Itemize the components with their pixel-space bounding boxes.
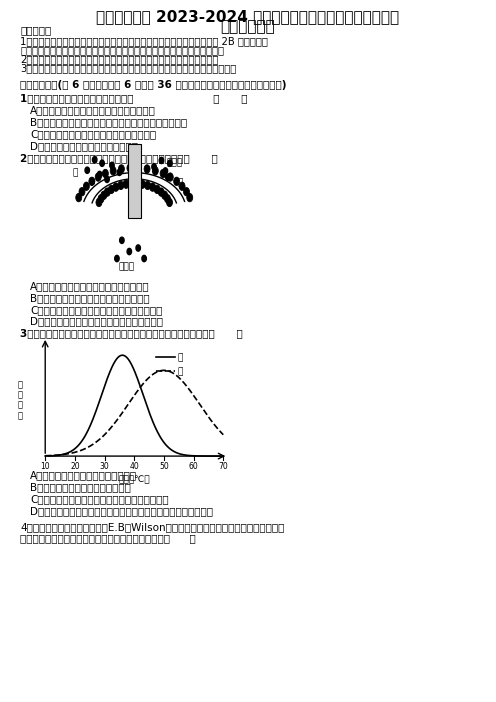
Circle shape bbox=[101, 191, 107, 199]
Circle shape bbox=[120, 237, 124, 244]
Text: 30: 30 bbox=[100, 462, 110, 471]
Circle shape bbox=[160, 169, 166, 178]
Circle shape bbox=[115, 256, 119, 262]
Text: C．细胞分化是一种持久性的、稳定性的变化: C．细胞分化是一种持久性的、稳定性的变化 bbox=[30, 129, 157, 139]
Circle shape bbox=[123, 180, 129, 188]
Circle shape bbox=[105, 176, 109, 183]
Text: 细胞内: 细胞内 bbox=[119, 263, 135, 272]
Circle shape bbox=[167, 198, 173, 206]
Text: B．细胞对甲、乙两种物质都能够主动吸收: B．细胞对甲、乙两种物质都能够主动吸收 bbox=[30, 293, 150, 303]
Text: 乙: 乙 bbox=[178, 178, 183, 187]
Text: A．甲酶保持活性的温度范围小于乙酶: A．甲酶保持活性的温度范围小于乙酶 bbox=[30, 470, 137, 480]
Circle shape bbox=[118, 181, 124, 190]
Text: D．甲、乙两种物质都是细胞代谢所必需的物质: D．甲、乙两种物质都是细胞代谢所必需的物质 bbox=[30, 317, 163, 326]
Text: 40: 40 bbox=[129, 462, 139, 471]
Text: 1．全卷分选择题和非选择题两部分，全都在答题纸上作答，选择题必须用 2B 铅笔填涂；: 1．全卷分选择题和非选择题两部分，全都在答题纸上作答，选择题必须用 2B 铅笔填… bbox=[20, 36, 268, 46]
Circle shape bbox=[152, 164, 156, 170]
Circle shape bbox=[89, 177, 95, 185]
Circle shape bbox=[117, 169, 122, 176]
Circle shape bbox=[144, 165, 150, 173]
Circle shape bbox=[92, 157, 97, 163]
Text: D．细胞分化过程中遗传物质发生改变: D．细胞分化过程中遗传物质发生改变 bbox=[30, 141, 138, 151]
Circle shape bbox=[127, 164, 133, 172]
Circle shape bbox=[83, 182, 89, 190]
Text: 3．温度对甲、乙两种酶活性的影响如图所示，下列叙述不正确的是（      ）: 3．温度对甲、乙两种酶活性的影响如图所示，下列叙述不正确的是（ ） bbox=[20, 329, 243, 338]
Text: 酶
的
活
性: 酶 的 活 性 bbox=[18, 380, 23, 420]
Bar bbox=[128, 145, 141, 218]
Text: 20: 20 bbox=[70, 462, 80, 471]
Circle shape bbox=[85, 167, 89, 173]
Circle shape bbox=[128, 180, 134, 188]
Circle shape bbox=[174, 177, 180, 185]
Circle shape bbox=[163, 168, 168, 174]
Circle shape bbox=[165, 194, 171, 203]
Text: C．甲、乙两种物质都能从高浓度向低浓度运输: C．甲、乙两种物质都能从高浓度向低浓度运输 bbox=[30, 305, 163, 314]
Circle shape bbox=[154, 185, 160, 194]
Circle shape bbox=[168, 160, 172, 166]
Text: 4．美国细胞生物学家威尔逊（E.B．Wilson）曾经说过：每一个生物科学问题的答案都: 4．美国细胞生物学家威尔逊（E.B．Wilson）曾经说过：每一个生物科学问题的… bbox=[20, 523, 285, 533]
Circle shape bbox=[136, 245, 140, 251]
Circle shape bbox=[104, 188, 110, 197]
Circle shape bbox=[142, 256, 146, 262]
Circle shape bbox=[110, 162, 114, 168]
Circle shape bbox=[90, 178, 94, 185]
Text: C．如果甲是蛋白酶，那么乙酶可能是甲它的底物: C．如果甲是蛋白酶，那么乙酶可能是甲它的底物 bbox=[30, 494, 169, 504]
Circle shape bbox=[110, 166, 116, 175]
Text: B．在乙酶最适温度时，甲酶已失活: B．在乙酶最适温度时，甲酶已失活 bbox=[30, 482, 131, 492]
Text: 甲: 甲 bbox=[72, 168, 78, 177]
Circle shape bbox=[100, 160, 104, 166]
Text: 2．如图表示物质出入细胞膜的两种方式，从图解可以看出（      ）: 2．如图表示物质出入细胞膜的两种方式，从图解可以看出（ ） bbox=[20, 153, 218, 163]
Text: 细胞外: 细胞外 bbox=[166, 159, 183, 168]
Circle shape bbox=[139, 180, 145, 188]
Text: 50: 50 bbox=[159, 462, 169, 471]
Circle shape bbox=[187, 193, 193, 201]
Circle shape bbox=[150, 183, 156, 192]
Text: 必须在细胞中寻找。他得出这一结论的理由最可能是（      ）: 必须在细胞中寻找。他得出这一结论的理由最可能是（ ） bbox=[20, 533, 196, 543]
Circle shape bbox=[97, 171, 102, 178]
Text: 70: 70 bbox=[218, 462, 228, 471]
Circle shape bbox=[108, 185, 114, 194]
Text: 甲: 甲 bbox=[178, 353, 183, 362]
Circle shape bbox=[119, 165, 124, 173]
Circle shape bbox=[127, 249, 131, 255]
Circle shape bbox=[166, 174, 170, 180]
Circle shape bbox=[179, 182, 185, 190]
Circle shape bbox=[102, 169, 108, 178]
Circle shape bbox=[135, 164, 141, 172]
Circle shape bbox=[113, 183, 119, 192]
Circle shape bbox=[184, 187, 189, 196]
Circle shape bbox=[134, 180, 140, 188]
Circle shape bbox=[76, 193, 82, 201]
Text: 10: 10 bbox=[40, 462, 50, 471]
Circle shape bbox=[158, 188, 164, 197]
Text: 一、选择题：(共 6 小题，每小题 6 分，共 36 分，每小题只有一个选项符合题目要求): 一、选择题：(共 6 小题，每小题 6 分，共 36 分，每小题只有一个选项符合… bbox=[20, 80, 287, 90]
Text: 河北省沧州市 2023-2024 学年生物高一第一学期期末学业质量: 河北省沧州市 2023-2024 学年生物高一第一学期期末学业质量 bbox=[96, 9, 400, 24]
Circle shape bbox=[95, 173, 101, 181]
Circle shape bbox=[162, 191, 168, 199]
Text: 1．下列关于细胞分化的叙述不正确的是                      （      ）: 1．下列关于细胞分化的叙述不正确的是 （ ） bbox=[20, 93, 248, 103]
Circle shape bbox=[96, 198, 102, 206]
Text: 温度（℃）: 温度（℃） bbox=[119, 476, 150, 484]
Circle shape bbox=[159, 157, 164, 164]
Text: A．细胞分化发生在生物体的整个生命过程中: A．细胞分化发生在生物体的整个生命过程中 bbox=[30, 105, 156, 115]
Text: 乙: 乙 bbox=[178, 367, 183, 376]
Text: A．甲、乙两种物质都能够自由出入细胞膜: A．甲、乙两种物质都能够自由出入细胞膜 bbox=[30, 281, 150, 291]
Circle shape bbox=[167, 173, 173, 181]
Circle shape bbox=[145, 181, 151, 190]
Text: 非选择题的答案必须用黑色字迹的钢笔或答字笔写在「答题纸」相应位置上。: 非选择题的答案必须用黑色字迹的钢笔或答字笔写在「答题纸」相应位置上。 bbox=[20, 45, 225, 55]
Text: B．生物体内含各种不同的细胞和组织是细胞分化的结果: B．生物体内含各种不同的细胞和组织是细胞分化的结果 bbox=[30, 117, 187, 127]
Text: 2．请用黑色字迹的钢笔或答字笔在「答题纸」上先填写姓名和准考证号。: 2．请用黑色字迹的钢笔或答字笔在「答题纸」上先填写姓名和准考证号。 bbox=[20, 54, 219, 64]
Circle shape bbox=[152, 166, 158, 175]
Text: 3．保持卡面清洁，不要折叠，不要弄破、弄皱，在草稿纸、试题卷上答题无效。: 3．保持卡面清洁，不要折叠，不要弄破、弄皱，在草稿纸、试题卷上答题无效。 bbox=[20, 63, 237, 73]
Text: 60: 60 bbox=[188, 462, 198, 471]
Circle shape bbox=[79, 187, 85, 196]
Text: 监测模拟试题: 监测模拟试题 bbox=[221, 19, 275, 34]
Text: 考生须知：: 考生须知： bbox=[20, 25, 52, 35]
Text: D．随着温度的增加，两种酶的热稳定性表现出先减少后增加趋势: D．随着温度的增加，两种酶的热稳定性表现出先减少后增加趋势 bbox=[30, 506, 213, 516]
Circle shape bbox=[98, 194, 104, 203]
